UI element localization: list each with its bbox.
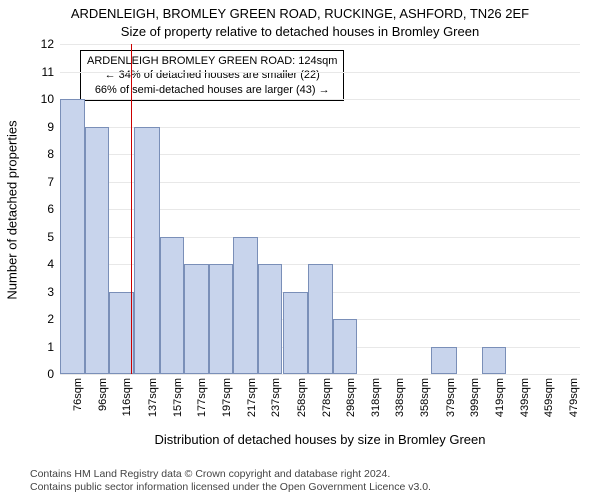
- x-tick-label: 439sqm: [519, 378, 531, 438]
- histogram-bar: [184, 264, 209, 374]
- histogram-bar: [60, 99, 85, 374]
- histogram-bar: [233, 237, 258, 375]
- y-tick-label: 5: [4, 230, 54, 244]
- x-tick-label: 399sqm: [469, 378, 481, 438]
- y-tick-label: 12: [4, 37, 54, 51]
- x-tick-label: 479sqm: [568, 378, 580, 438]
- histogram-bar: [85, 127, 110, 375]
- x-tick-label: 278sqm: [321, 378, 333, 438]
- histogram-bar: [209, 264, 234, 374]
- histogram-bar: [431, 347, 457, 375]
- y-tick-label: 10: [4, 92, 54, 106]
- x-tick-label: 358sqm: [419, 378, 431, 438]
- x-tick-label: 298sqm: [345, 378, 357, 438]
- x-tick-label: 76sqm: [72, 378, 84, 438]
- footer-text: Contains HM Land Registry data © Crown c…: [30, 468, 590, 494]
- chart-title-1: ARDENLEIGH, BROMLEY GREEN ROAD, RUCKINGE…: [0, 6, 600, 21]
- y-tick-label: 6: [4, 202, 54, 216]
- y-tick-label: 1: [4, 340, 54, 354]
- histogram-bar: [109, 292, 134, 375]
- x-tick-label: 258sqm: [296, 378, 308, 438]
- annotation-line-1: ARDENLEIGH BROMLEY GREEN ROAD: 124sqm: [87, 54, 337, 68]
- reference-line: [131, 44, 132, 374]
- x-tick-label: 237sqm: [270, 378, 282, 438]
- x-tick-label: 157sqm: [172, 378, 184, 438]
- x-tick-label: 96sqm: [97, 378, 109, 438]
- footer-line-2: Contains public sector information licen…: [30, 481, 590, 494]
- histogram-bar: [283, 292, 309, 375]
- x-tick-label: 177sqm: [196, 378, 208, 438]
- gridline: [60, 44, 580, 45]
- x-tick-label: 379sqm: [445, 378, 457, 438]
- x-tick-label: 197sqm: [221, 378, 233, 438]
- gridline: [60, 374, 580, 375]
- histogram-bar: [160, 237, 185, 375]
- gridline: [60, 99, 580, 100]
- histogram-bar: [333, 319, 358, 374]
- y-tick-label: 2: [4, 312, 54, 326]
- annotation-line-2: ← 34% of detached houses are smaller (22…: [87, 68, 337, 82]
- annotation-line-3: 66% of semi-detached houses are larger (…: [87, 83, 337, 97]
- y-tick-label: 7: [4, 175, 54, 189]
- annotation-box: ARDENLEIGH BROMLEY GREEN ROAD: 124sqm ← …: [80, 50, 344, 101]
- y-tick-label: 9: [4, 120, 54, 134]
- y-tick-label: 3: [4, 285, 54, 299]
- histogram-bar: [134, 127, 160, 375]
- y-tick-label: 4: [4, 257, 54, 271]
- x-tick-label: 459sqm: [543, 378, 555, 438]
- x-tick-label: 419sqm: [494, 378, 506, 438]
- footer-line-1: Contains HM Land Registry data © Crown c…: [30, 468, 590, 481]
- histogram-bar: [258, 264, 283, 374]
- y-tick-label: 11: [4, 65, 54, 79]
- x-tick-label: 338sqm: [394, 378, 406, 438]
- x-tick-label: 137sqm: [147, 378, 159, 438]
- chart-container: ARDENLEIGH, BROMLEY GREEN ROAD, RUCKINGE…: [0, 0, 600, 500]
- x-tick-label: 116sqm: [121, 378, 133, 438]
- y-tick-label: 8: [4, 147, 54, 161]
- chart-title-2: Size of property relative to detached ho…: [0, 24, 600, 39]
- plot-area: ARDENLEIGH BROMLEY GREEN ROAD: 124sqm ← …: [60, 44, 580, 375]
- x-tick-label: 217sqm: [246, 378, 258, 438]
- gridline: [60, 72, 580, 73]
- y-tick-label: 0: [4, 367, 54, 381]
- histogram-bar: [482, 347, 507, 375]
- x-tick-label: 318sqm: [370, 378, 382, 438]
- histogram-bar: [308, 264, 333, 374]
